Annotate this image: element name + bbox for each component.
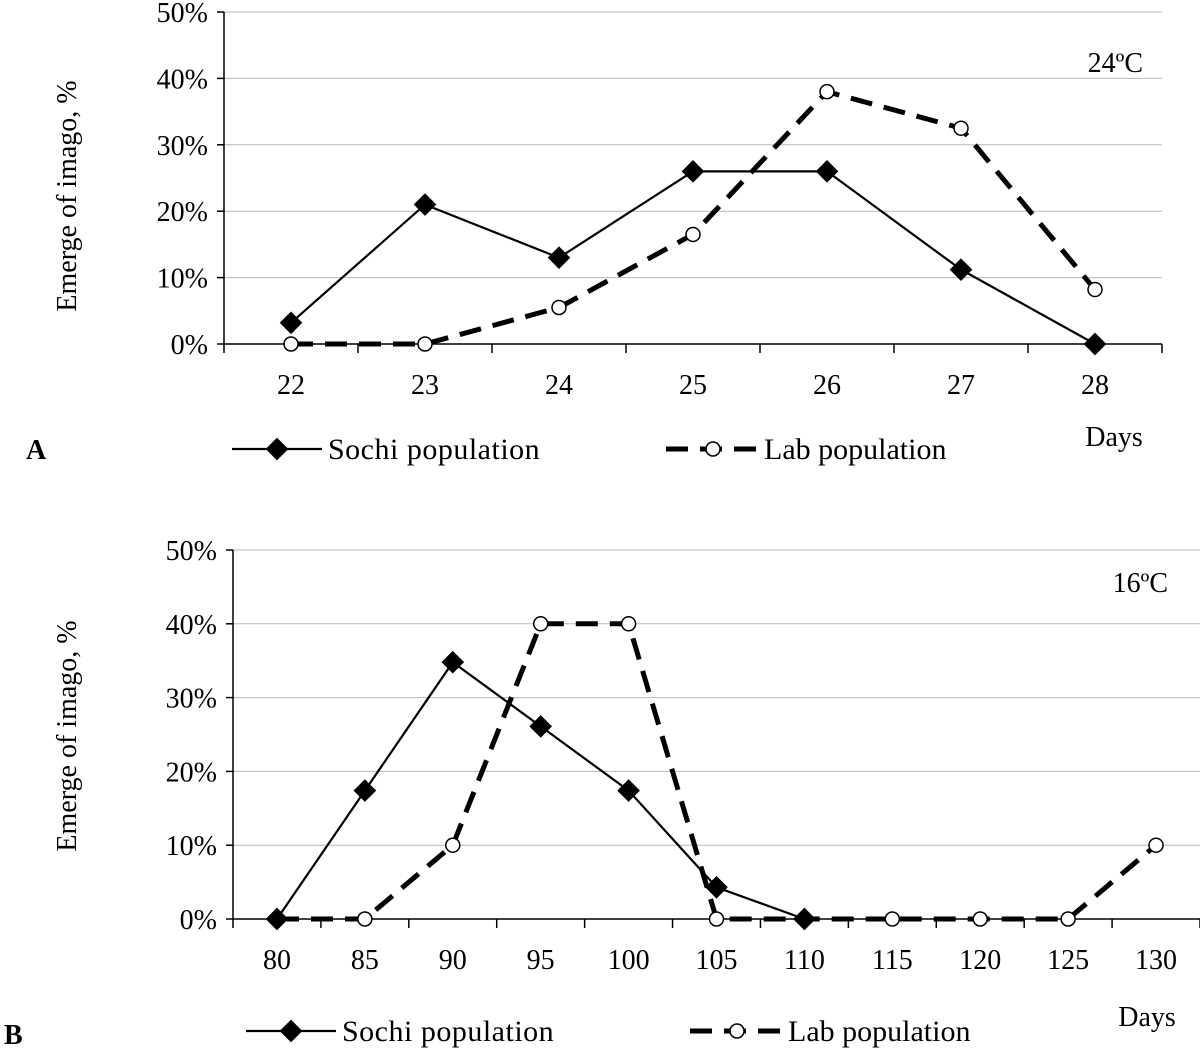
x-tick-label: 23 [411, 370, 439, 401]
data-point-lab [972, 911, 988, 927]
y-tick-label: 30% [157, 131, 208, 162]
data-point-lab [283, 336, 299, 352]
data-point-sochi [681, 160, 705, 183]
x-axis-title-b: Days [1118, 1002, 1176, 1033]
data-point-lab [953, 120, 969, 136]
data-point-sochi [705, 875, 728, 899]
y-tick-label: 30% [166, 684, 217, 715]
x-tick-label: 105 [696, 945, 738, 976]
y-tick-label: 40% [157, 64, 208, 95]
y-tick-label: 20% [157, 197, 208, 228]
data-point-lab [357, 911, 373, 927]
series-line-sochi [290, 170, 1096, 345]
data-point-sochi [1083, 332, 1107, 356]
x-tick-label: 85 [351, 945, 379, 976]
data-point-sochi [265, 907, 289, 931]
data-point-sochi [949, 258, 973, 281]
x-tick-label: 115 [872, 945, 913, 976]
y-axis-title-b: Emerge of imago, % [52, 620, 83, 851]
y-tick-label: 10% [166, 831, 217, 862]
data-point-sochi [815, 160, 839, 183]
y-axis-title-a: Emerge of imago, % [52, 80, 83, 311]
legend-label-sochi-a: Sochi population [328, 433, 540, 466]
data-point-lab [620, 616, 637, 632]
data-point-lab [1060, 911, 1076, 927]
x-tick-label: 90 [439, 945, 467, 976]
data-point-lab [884, 911, 901, 927]
x-tick-label: 125 [1047, 945, 1089, 976]
y-tick-label: 0% [180, 905, 217, 936]
data-point-lab [445, 837, 461, 853]
data-point-lab [1148, 837, 1164, 853]
data-point-sochi [793, 907, 816, 931]
data-point-lab [551, 299, 567, 316]
data-point-sochi [547, 246, 571, 269]
data-point-lab [1087, 281, 1103, 298]
panel-label-b: B [4, 1020, 23, 1050]
x-tick-label: 26 [813, 370, 841, 401]
x-tick-label: 25 [679, 370, 707, 401]
y-tick-label: 10% [157, 264, 208, 295]
x-tick-label: 27 [947, 370, 975, 401]
legend-a: Sochi population Lab population [232, 433, 946, 466]
y-tick-label: 50% [166, 536, 217, 567]
x-tick-label: 80 [263, 945, 291, 976]
y-tick-label: 50% [157, 0, 208, 29]
x-tick-label: 100 [608, 945, 650, 976]
data-point-lab [532, 616, 549, 632]
y-tick-label: 20% [166, 757, 217, 788]
data-point-lab [417, 336, 433, 352]
data-point-sochi [441, 650, 465, 674]
data-point-sochi [279, 311, 303, 335]
x-tick-label: 95 [527, 945, 555, 976]
legend-label-lab-a: Lab population [764, 433, 946, 466]
x-tick-label: 110 [784, 945, 825, 976]
x-axis-title-a: Days [1085, 422, 1143, 453]
y-tick-label: 0% [171, 330, 208, 361]
data-point-lab [685, 226, 701, 243]
temperature-label-a: 24ºC [1088, 48, 1143, 79]
temperature-label-b: 16ºC [1113, 568, 1168, 599]
x-tick-label: 22 [277, 370, 305, 401]
x-tick-label: 120 [959, 945, 1001, 976]
legend-label-lab-b: Lab population [788, 1015, 970, 1048]
chart-panel-b: Emerge of imago, % 16ºC Days B Sochi pop… [4, 536, 1200, 1050]
x-tick-label: 28 [1081, 370, 1109, 401]
chart-panel-a: Emerge of imago, % 24ºC Days A Sochi pop… [26, 0, 1163, 466]
data-point-sochi [617, 779, 640, 802]
legend-label-sochi-b: Sochi population [342, 1015, 554, 1048]
panel-label-a: A [26, 435, 47, 466]
x-tick-label: 24 [545, 370, 573, 401]
data-point-lab [708, 911, 725, 927]
data-point-sochi [353, 779, 377, 802]
y-tick-label: 40% [166, 610, 217, 641]
data-point-lab [819, 83, 835, 100]
legend-b: Sochi population Lab population [246, 1015, 970, 1048]
x-tick-label: 130 [1135, 945, 1177, 976]
data-point-sochi [529, 715, 552, 738]
